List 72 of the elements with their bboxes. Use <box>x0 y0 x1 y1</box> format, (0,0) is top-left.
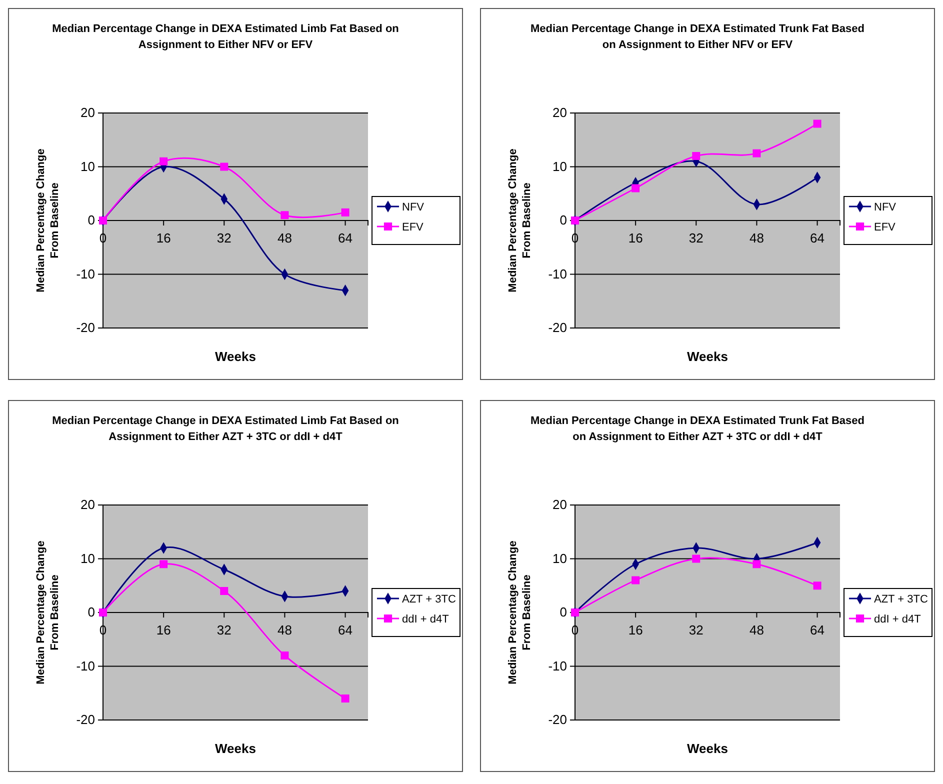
x-tick-label: 16 <box>628 230 643 246</box>
x-tick-label: 64 <box>810 622 825 638</box>
x-tick-label: 32 <box>688 230 704 246</box>
y-tick-label: -10 <box>76 266 95 282</box>
y-tick-label: -20 <box>548 320 567 336</box>
legend-label: NFV <box>402 202 425 214</box>
y-tick-label: 20 <box>552 497 567 512</box>
legend-label: AZT + 3TC <box>874 594 928 606</box>
y-tick-label: 20 <box>80 105 95 120</box>
x-tick-label: 64 <box>338 622 353 638</box>
legend-label: EFV <box>874 222 896 234</box>
y-tick-label: 20 <box>552 105 567 120</box>
point <box>692 152 700 160</box>
x-tick-label: 64 <box>338 230 353 246</box>
point <box>752 560 761 568</box>
y-tick-label: 0 <box>560 212 567 228</box>
y-axis-title: Median Percentage Change From Baseline <box>507 540 533 684</box>
y-tick-label: -20 <box>76 712 95 728</box>
y-tick-label: 0 <box>88 212 95 228</box>
point <box>341 694 350 702</box>
y-tick-label: 20 <box>80 497 95 512</box>
legend-label: NFV <box>874 202 897 214</box>
y-tick-label: 0 <box>560 604 567 620</box>
x-tick-label: 48 <box>277 622 292 638</box>
y-axis-title: Median Percentage Change From Baseline <box>35 148 61 292</box>
x-axis-title: Weeks <box>215 349 256 364</box>
x-axis-title: Weeks <box>687 741 728 756</box>
y-tick-label: 10 <box>80 158 95 174</box>
y-axis-title: Median Percentage Change From Baseline <box>507 148 533 292</box>
x-tick-label: 32 <box>688 622 704 638</box>
x-axis-title: Weeks <box>687 349 728 364</box>
y-axis-title: Median Percentage Change From Baseline <box>35 540 61 684</box>
chart-title: Median Percentage Change in DEXA Estimated Trunk Fat Based on Assignment to Either NFV or EFV <box>530 23 864 51</box>
legend-label: EFV <box>402 222 424 234</box>
legend-label: ddI + d4T <box>874 614 922 626</box>
y-tick-label: -20 <box>76 320 95 336</box>
legend-label: ddI + d4T <box>402 614 450 626</box>
y-tick-label: -10 <box>548 266 567 282</box>
y-tick-label: 10 <box>552 550 567 566</box>
point <box>220 162 228 171</box>
y-tick-label: -20 <box>548 712 567 728</box>
point <box>632 184 640 192</box>
x-axis-title: Weeks <box>215 741 256 756</box>
point <box>280 652 289 660</box>
x-tick-label: 16 <box>156 622 171 638</box>
y-tick-label: -10 <box>548 658 567 674</box>
chart-title: Median Percentage Change in DEXA Estimated Limb Fat Based on Assignment to Either NFV or EFV <box>52 23 400 51</box>
x-tick-label: 16 <box>156 230 171 246</box>
point <box>341 208 350 216</box>
y-tick-label: 10 <box>80 550 95 566</box>
x-tick-label: 64 <box>810 230 825 246</box>
point <box>160 157 168 166</box>
x-tick-label: 48 <box>749 622 764 638</box>
point <box>280 211 289 220</box>
x-tick-label: 32 <box>216 230 232 246</box>
point <box>160 560 168 568</box>
x-tick-label: 16 <box>628 622 643 638</box>
chart-title: Median Percentage Change in DEXA Estimated Limb Fat Based on Assignment to Either AZT + 3TC or ddI + d4T <box>52 415 400 443</box>
chart-title: Median Percentage Change in DEXA Estimated Trunk Fat Based on Assignment to Either AZT + 3TC or ddI + d4T <box>530 415 864 443</box>
x-tick-label: 32 <box>216 622 232 638</box>
point <box>692 554 700 563</box>
x-tick-label: 48 <box>277 230 292 246</box>
point <box>752 149 761 158</box>
point <box>813 582 822 590</box>
point <box>220 587 228 595</box>
y-tick-label: 10 <box>552 158 567 174</box>
legend-label: AZT + 3TC <box>402 594 456 606</box>
x-tick-label: 48 <box>749 230 764 246</box>
point <box>813 120 822 128</box>
y-tick-label: 0 <box>88 604 95 620</box>
y-tick-label: -10 <box>76 658 95 674</box>
point <box>632 576 640 584</box>
